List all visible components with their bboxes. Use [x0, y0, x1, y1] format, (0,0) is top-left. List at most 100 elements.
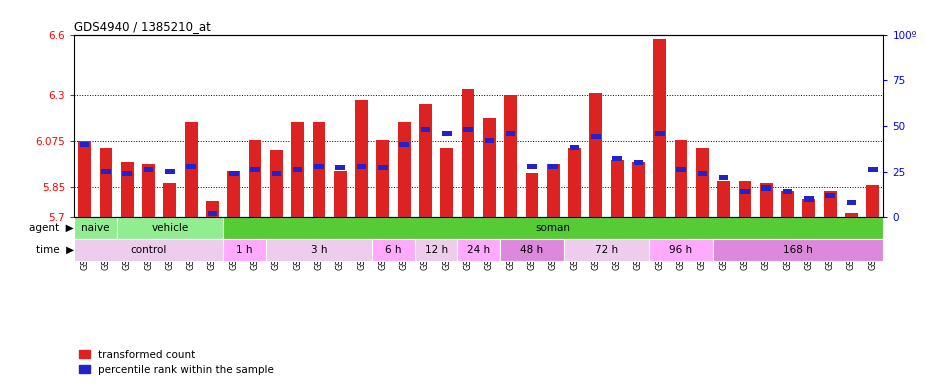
Bar [485, 138, 494, 143]
Bar [568, 148, 581, 217]
Bar [101, 169, 111, 174]
Text: 48 h: 48 h [521, 245, 544, 255]
Bar [121, 162, 133, 217]
Bar [272, 171, 281, 176]
Bar [398, 122, 411, 217]
Bar [440, 148, 453, 217]
Bar [270, 150, 283, 217]
Bar [717, 181, 730, 217]
Bar [229, 171, 239, 176]
Bar [376, 140, 389, 217]
Legend: transformed count, percentile rank within the sample: transformed count, percentile rank withi… [80, 350, 274, 375]
Text: time  ▶: time ▶ [36, 245, 74, 255]
Bar [655, 131, 664, 136]
Bar [825, 193, 835, 198]
Bar [100, 148, 112, 217]
Bar [357, 164, 366, 169]
Bar [868, 167, 878, 172]
Bar [804, 197, 814, 202]
Bar [500, 239, 564, 261]
Bar [846, 200, 857, 205]
Text: naive: naive [81, 223, 109, 233]
Bar [414, 239, 457, 261]
Bar [824, 191, 836, 217]
Bar [674, 140, 687, 217]
Bar [525, 172, 538, 217]
Bar [442, 131, 451, 136]
Bar [845, 213, 857, 217]
Bar [378, 166, 388, 170]
Bar [419, 104, 432, 217]
Bar [867, 185, 879, 217]
Bar [527, 164, 536, 169]
Bar [80, 142, 90, 147]
Bar [697, 171, 707, 176]
Bar [696, 148, 709, 217]
Bar [336, 166, 345, 170]
Bar [74, 217, 117, 239]
Bar [719, 175, 728, 180]
Bar [122, 171, 132, 176]
Bar [591, 134, 600, 139]
Bar [185, 122, 198, 217]
Text: 1 h: 1 h [236, 245, 253, 255]
Bar [759, 183, 772, 217]
Bar [117, 217, 223, 239]
Bar [506, 131, 515, 136]
Bar [570, 145, 579, 151]
Text: agent  ▶: agent ▶ [30, 223, 74, 233]
Bar [504, 96, 517, 217]
Bar [223, 217, 883, 239]
Bar [164, 183, 177, 217]
Text: control: control [130, 245, 166, 255]
Bar [207, 211, 217, 216]
Bar [634, 160, 643, 165]
Text: 6 h: 6 h [385, 245, 401, 255]
Bar [632, 162, 645, 217]
Bar [228, 170, 240, 217]
Bar [206, 201, 219, 217]
Bar [223, 239, 265, 261]
Bar [463, 127, 473, 132]
Bar [547, 164, 560, 217]
Bar [314, 164, 324, 169]
Bar [313, 122, 326, 217]
Bar [462, 89, 475, 217]
Text: vehicle: vehicle [151, 223, 189, 233]
Text: 3 h: 3 h [311, 245, 327, 255]
Bar [421, 127, 430, 132]
Bar [355, 99, 368, 217]
Bar [738, 181, 751, 217]
Text: 72 h: 72 h [595, 245, 618, 255]
Bar [265, 239, 372, 261]
Bar [143, 167, 154, 172]
Bar [649, 239, 713, 261]
Bar [165, 169, 175, 174]
Bar [676, 167, 685, 172]
Bar [400, 142, 409, 147]
Text: GDS4940 / 1385210_at: GDS4940 / 1385210_at [74, 20, 211, 33]
Text: 12 h: 12 h [425, 245, 448, 255]
Bar [293, 167, 302, 172]
Bar [372, 239, 414, 261]
Bar [589, 93, 602, 217]
Bar [564, 239, 649, 261]
Bar [74, 239, 223, 261]
Bar [610, 161, 623, 217]
Bar [457, 239, 500, 261]
Bar [251, 167, 260, 172]
Bar [783, 189, 793, 194]
Bar [803, 199, 815, 217]
Bar [781, 191, 794, 217]
Bar [740, 189, 750, 194]
Bar [79, 141, 91, 217]
Text: 96 h: 96 h [670, 245, 693, 255]
Bar [142, 164, 155, 217]
Bar [612, 156, 622, 161]
Bar [334, 170, 347, 217]
Bar [761, 185, 771, 190]
Bar [483, 118, 496, 217]
Bar [186, 164, 196, 169]
Text: soman: soman [536, 223, 571, 233]
Bar [653, 39, 666, 217]
